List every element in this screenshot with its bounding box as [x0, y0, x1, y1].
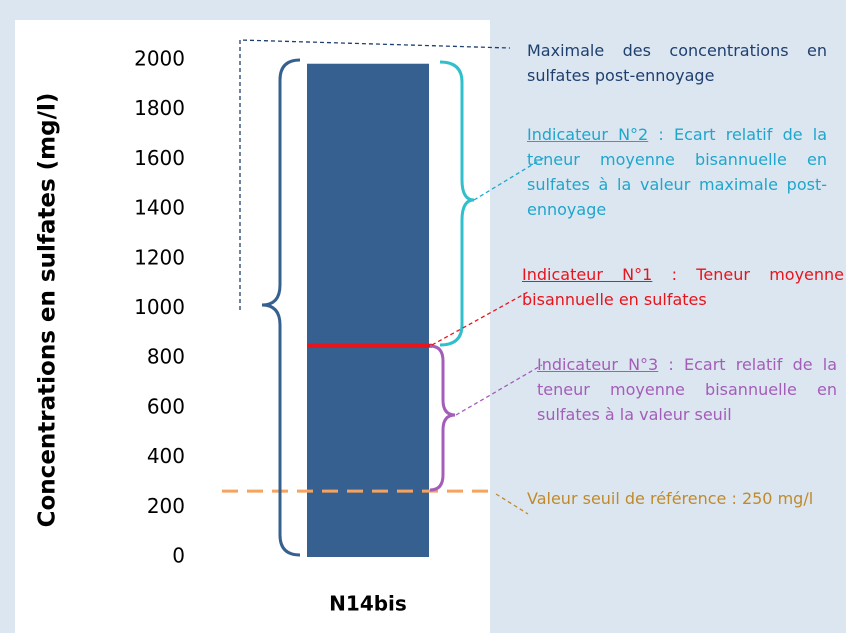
y-tick-label: 600	[147, 394, 185, 418]
annotation: Maximale des concentrations en sulfates …	[527, 38, 827, 88]
annotation-text: : Ecart relatif de la teneur moyenne bis…	[527, 125, 827, 219]
annotation-text: Valeur seuil de référence : 250 mg/l	[527, 489, 814, 508]
y-axis-label: Concentrations en sulfates (mg/l)	[35, 93, 61, 528]
annotation-text: : Ecart relatif de la teneur moyenne bis…	[537, 355, 837, 424]
annotation-label: Indicateur N°3	[537, 355, 659, 374]
y-tick-label: 2000	[134, 47, 185, 71]
y-tick-label: 1400	[134, 196, 185, 220]
annotation-label: Indicateur N°2	[527, 125, 649, 144]
leader-indicator-3	[455, 364, 543, 416]
leader-indicator-1	[431, 291, 529, 346]
x-tick-label: N14bis	[329, 592, 407, 616]
annotation: Valeur seuil de référence : 250 mg/l	[527, 486, 822, 511]
leader-max	[239, 39, 511, 310]
annotation: Indicateur N°3 : Ecart relatif de la ten…	[537, 352, 837, 427]
annotation: Indicateur N°2 : Ecart relatif de la ten…	[527, 122, 827, 222]
annotation-text: Maximale des concentrations en sulfates …	[527, 41, 827, 85]
brace-indicator-3	[429, 344, 456, 492]
y-tick-label: 1600	[134, 146, 185, 170]
leader-threshold	[495, 493, 529, 515]
annotation-text: : Teneur moyenne bisannuelle en sulfates	[522, 265, 845, 309]
y-tick-label: 400	[147, 444, 185, 468]
annotation-label: Indicateur N°1	[522, 265, 653, 284]
y-tick-label: 800	[147, 345, 185, 369]
plot: 0 200 400 600 800 1000 1200 1400 1600 1800 2000 N14…	[134, 47, 492, 616]
y-tick-label: 0	[172, 544, 185, 568]
y-tick-label: 1800	[134, 96, 185, 120]
y-tick-label: 1000	[134, 295, 185, 319]
y-tick-label: 200	[147, 494, 185, 518]
bar	[307, 63, 429, 557]
leaders	[239, 39, 546, 515]
annotation: Indicateur N°1 : Teneur moyenne bisannue…	[522, 262, 844, 312]
y-tick-label: 1200	[134, 245, 185, 269]
brace-max	[261, 58, 301, 557]
